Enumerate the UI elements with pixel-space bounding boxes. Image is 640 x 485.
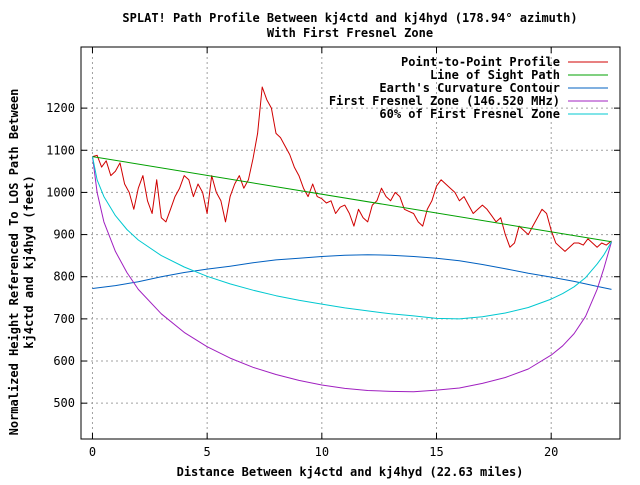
x-tick-label: 5 <box>204 445 211 459</box>
y-tick-label: 1100 <box>46 143 75 157</box>
legend-label: 60% of First Fresnel Zone <box>379 107 560 121</box>
x-axis-label: Distance Between kj4ctd and kj4hyd (22.6… <box>177 465 524 479</box>
plot-border <box>80 46 621 440</box>
y-axis-label-line1: Normalized Height Referenced To LOS Path… <box>7 89 21 436</box>
x-tick-label: 10 <box>315 445 329 459</box>
series-layer <box>92 86 612 393</box>
x-tick-label: 0 <box>89 445 96 459</box>
series-line-first-fresnel-zone-146-520-mhz <box>92 156 612 393</box>
tick-layer: 0 5 10 15 20 500 600 700 800 900 1000 1100 1200 <box>46 47 620 459</box>
y-tick-label: 1200 <box>46 101 75 115</box>
y-tick-label: 1000 <box>46 185 75 199</box>
y-tick-label: 900 <box>53 228 75 242</box>
legend-label: Line of Sight Path <box>430 68 560 82</box>
legend-label: Point-to-Point Profile <box>401 55 560 69</box>
chart-subtitle: With First Fresnel Zone <box>267 26 433 40</box>
x-tick-label: 15 <box>429 445 443 459</box>
legend-label: First Fresnel Zone (146.520 MHz) <box>329 94 560 108</box>
y-tick-label: 800 <box>53 270 75 284</box>
y-tick-label: 500 <box>53 396 75 410</box>
chart-title: SPLAT! Path Profile Between kj4ctd and k… <box>122 11 577 25</box>
grid-layer <box>81 47 620 439</box>
series-line-point-to-point-profile <box>92 86 612 252</box>
y-tick-label: 700 <box>53 312 75 326</box>
x-tick-label: 20 <box>544 445 558 459</box>
y-tick-label: 600 <box>53 354 75 368</box>
series-line-60-of-first-fresnel-zone <box>92 156 612 320</box>
legend-label: Earth's Curvature Contour <box>379 81 560 95</box>
y-axis-label-line2: kj4ctd and kj4hyd (feet) <box>22 175 36 348</box>
series-line-line-of-sight-path <box>92 156 612 243</box>
series-line-earth-s-curvature-contour <box>92 254 612 290</box>
